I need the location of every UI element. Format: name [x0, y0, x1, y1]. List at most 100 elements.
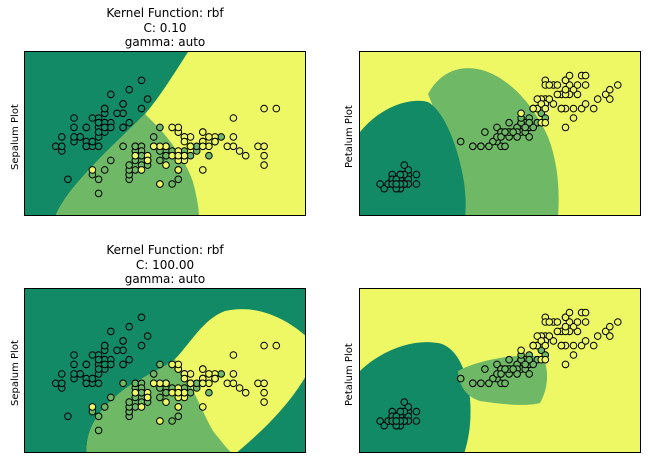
data-point-class-1: [469, 379, 477, 388]
data-point-class-1: [537, 109, 546, 118]
data-point-class-2: [601, 327, 610, 336]
data-point-class-2: [272, 341, 281, 350]
data-point-class-1: [489, 374, 497, 383]
y-axis-label: Sepalum Plot: [10, 104, 21, 170]
data-point-class-0: [125, 355, 133, 364]
data-point-class-2: [517, 346, 525, 355]
data-point-class-0: [380, 184, 389, 193]
data-point-class-2: [260, 151, 268, 160]
data-point-class-1: [168, 180, 176, 188]
data-point-class-0: [70, 370, 78, 378]
data-point-class-1: [485, 142, 493, 151]
data-point-class-1: [205, 151, 213, 160]
data-point-class-1: [119, 379, 127, 388]
data-point-class-1: [94, 412, 103, 421]
data-point-class-1: [525, 355, 533, 364]
data-point-class-0: [137, 313, 146, 322]
data-point-class-2: [229, 379, 238, 388]
data-point-class-0: [125, 85, 133, 94]
data-point-class-0: [94, 118, 103, 127]
data-point-class-2: [186, 142, 195, 151]
data-point-class-1: [497, 370, 505, 378]
data-point-class-1: [509, 365, 517, 373]
data-point-class-2: [174, 360, 183, 369]
data-point-class-2: [549, 337, 558, 345]
decision-surface: [360, 308, 622, 452]
data-point-class-0: [125, 118, 133, 127]
data-point-class-0: [88, 351, 97, 359]
sepal-plot-c100: [24, 288, 306, 453]
data-point-class-2: [199, 365, 207, 373]
data-point-class-0: [82, 123, 91, 132]
data-point-class-1: [174, 175, 183, 184]
data-point-class-0: [58, 133, 66, 141]
data-point-class-2: [211, 137, 219, 146]
data-point-class-1: [168, 417, 176, 425]
data-point-class-2: [537, 337, 546, 345]
data-point-class-0: [404, 403, 413, 411]
data-point-class-2: [573, 90, 582, 99]
region-class-0: [360, 342, 471, 452]
data-point-class-0: [119, 337, 127, 345]
data-point-class-1: [481, 365, 489, 373]
plot-title-bottom: Kernel Function: rbf C: 100.00 gamma: au…: [24, 243, 306, 287]
data-point-class-2: [88, 166, 97, 174]
data-point-class-2: [229, 142, 238, 151]
plot-title-top: Kernel Function: rbf C: 0.10 gamma: auto: [24, 6, 306, 50]
data-point-class-1: [501, 365, 509, 373]
data-point-class-0: [380, 421, 389, 430]
data-point-class-0: [396, 170, 405, 179]
data-point-class-1: [469, 142, 477, 151]
data-point-class-1: [94, 426, 103, 435]
data-point-class-2: [186, 379, 195, 388]
data-point-class-0: [119, 123, 127, 132]
data-point-class-0: [82, 142, 91, 151]
data-point-class-2: [229, 351, 238, 359]
data-point-class-2: [529, 104, 537, 113]
data-point-class-1: [156, 360, 164, 369]
data-point-class-1: [107, 156, 115, 165]
data-point-class-2: [577, 341, 586, 350]
decision-surface: [360, 68, 622, 215]
data-point-class-2: [143, 156, 152, 165]
data-point-class-2: [174, 403, 183, 411]
data-point-class-1: [156, 393, 164, 402]
title-line: Kernel Function: rbf: [106, 243, 224, 257]
data-point-class-2: [573, 81, 582, 89]
data-point-class-2: [553, 327, 562, 336]
data-point-class-2: [235, 147, 244, 155]
data-point-class-1: [493, 360, 501, 369]
data-point-class-2: [565, 71, 574, 80]
data-point-class-2: [88, 403, 97, 411]
data-point-class-2: [229, 114, 238, 122]
data-point-class-0: [400, 398, 409, 406]
data-point-class-1: [525, 118, 533, 127]
data-point-class-2: [573, 327, 582, 336]
data-point-class-2: [545, 332, 554, 340]
data-point-class-1: [497, 133, 505, 141]
data-point-class-2: [241, 388, 250, 397]
data-point-class-2: [545, 95, 554, 103]
data-point-class-0: [70, 114, 78, 122]
data-point-class-0: [392, 417, 401, 425]
data-point-class-0: [94, 128, 103, 136]
data-point-class-2: [199, 142, 207, 151]
scatter-points: [376, 308, 622, 430]
data-point-class-2: [168, 388, 176, 397]
data-point-class-1: [529, 123, 537, 132]
data-point-class-2: [260, 388, 268, 397]
data-point-class-2: [174, 151, 183, 160]
data-point-class-2: [260, 104, 268, 113]
data-point-class-1: [481, 128, 489, 136]
data-point-class-0: [125, 322, 133, 331]
data-point-class-0: [119, 100, 127, 108]
data-point-class-1: [456, 374, 465, 383]
data-point-class-2: [545, 81, 554, 89]
data-point-class-0: [94, 355, 103, 364]
data-point-class-0: [70, 123, 78, 132]
data-point-class-2: [199, 166, 207, 174]
data-point-class-2: [199, 379, 207, 388]
data-point-class-2: [553, 81, 562, 89]
data-point-class-1: [501, 142, 509, 151]
data-point-class-1: [100, 403, 109, 411]
